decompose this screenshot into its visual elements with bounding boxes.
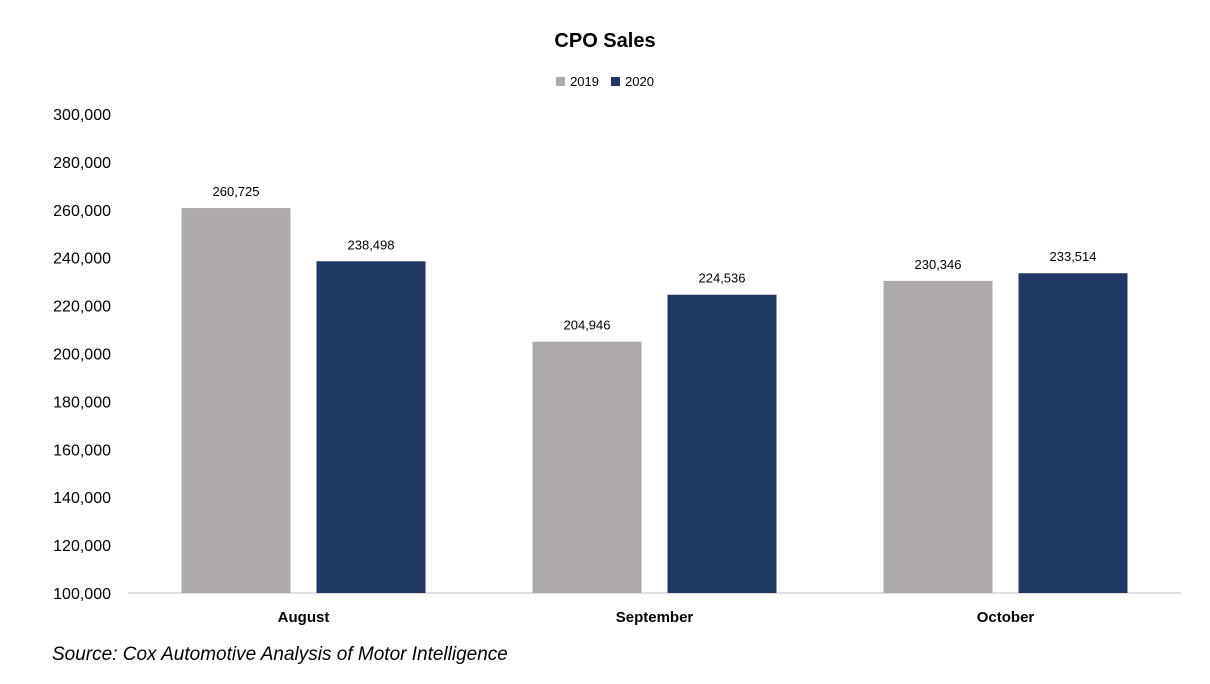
y-tick-label: 260,000: [53, 203, 111, 220]
data-label-2020-october: 233,514: [1050, 249, 1097, 264]
legend-item-2019: 2019: [556, 74, 599, 89]
y-tick-label: 300,000: [53, 107, 111, 124]
y-tick-label: 200,000: [53, 347, 111, 364]
bar-2020-september: [667, 294, 777, 593]
bar-2019-october: [883, 280, 993, 593]
x-tick-label-september: September: [616, 609, 694, 626]
data-label-2020-september: 224,536: [699, 271, 746, 286]
y-tick-label: 180,000: [53, 394, 111, 411]
x-tick-label-august: August: [278, 609, 330, 626]
y-tick-label: 120,000: [53, 538, 111, 555]
data-label-2019-august: 260,725: [213, 184, 260, 199]
bar-2019-september: [532, 341, 642, 593]
data-label-2020-august: 238,498: [348, 237, 395, 252]
y-tick-label: 280,000: [53, 155, 111, 172]
chart-title: CPO Sales: [554, 30, 656, 52]
legend-label-2019: 2019: [570, 74, 599, 89]
legend-swatch-2019: [556, 77, 566, 86]
y-tick-label: 220,000: [53, 299, 111, 316]
legend-label-2020: 2020: [625, 74, 654, 89]
bar-2020-august: [316, 261, 426, 593]
data-label-2019-september: 204,946: [564, 318, 611, 333]
source-note: Source: Cox Automotive Analysis of Motor…: [52, 644, 508, 665]
y-tick-label: 100,000: [53, 586, 111, 603]
bar-2020-october: [1018, 273, 1128, 593]
y-tick-label: 160,000: [53, 442, 111, 459]
legend-swatch-2020: [611, 77, 620, 86]
y-tick-label: 140,000: [53, 490, 111, 507]
data-label-2019-october: 230,346: [915, 257, 962, 272]
x-tick-label-october: October: [977, 609, 1035, 626]
bar-2019-august: [181, 208, 291, 593]
y-tick-label: 240,000: [53, 251, 111, 268]
legend: 2019 2020: [0, 74, 1210, 89]
legend-item-2020: 2020: [611, 74, 654, 89]
